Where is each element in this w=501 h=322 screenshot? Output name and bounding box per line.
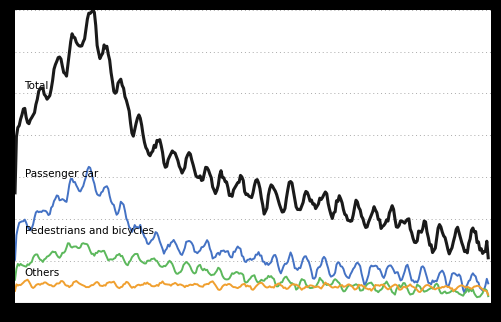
Text: Others: Others bbox=[25, 268, 60, 279]
Text: Passenger car: Passenger car bbox=[25, 169, 98, 179]
Text: Total: Total bbox=[25, 81, 49, 91]
Text: Pedestrians and bicycles: Pedestrians and bicycles bbox=[25, 226, 153, 236]
